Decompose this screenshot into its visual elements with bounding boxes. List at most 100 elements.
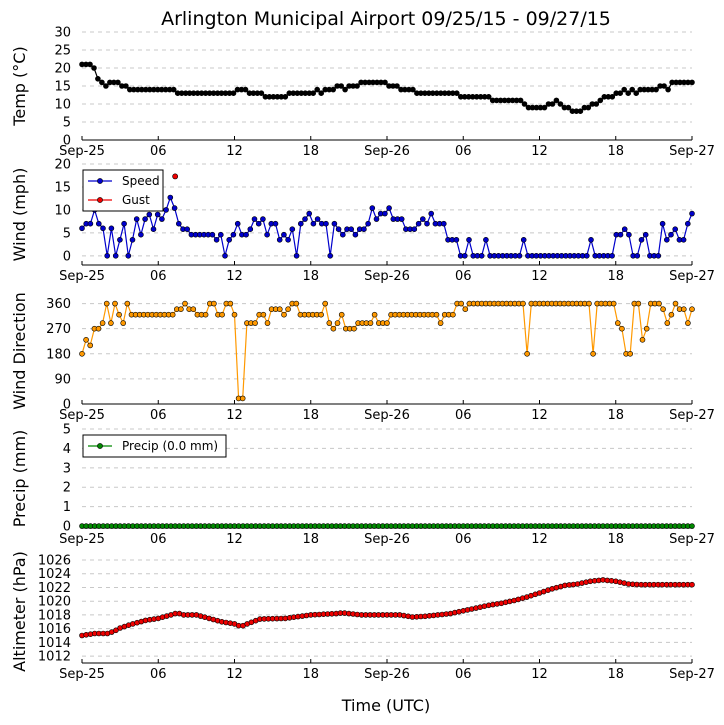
- data-point: [115, 79, 121, 86]
- data-point: [610, 300, 617, 307]
- data-point: [243, 231, 249, 238]
- data-point: [521, 101, 528, 107]
- y-tick-label: 5: [63, 226, 71, 241]
- data-point: [95, 325, 102, 332]
- data-point: [260, 311, 267, 318]
- data-point: [264, 320, 271, 326]
- data-point: [625, 90, 632, 96]
- data-point: [230, 90, 237, 96]
- x-tick-label: 18: [607, 667, 624, 682]
- x-tick-label: 18: [302, 408, 319, 423]
- data-point: [461, 253, 468, 259]
- y-tick-label: 0: [63, 520, 71, 535]
- data-point: [100, 225, 106, 232]
- data-point: [394, 83, 400, 89]
- data-point: [108, 225, 115, 232]
- legend-entry: Speed: [122, 174, 160, 188]
- x-tick-label: 06: [150, 532, 167, 547]
- data-point: [629, 86, 636, 93]
- data-point: [689, 523, 695, 529]
- data-point: [384, 320, 390, 326]
- panel-wind: 0 5 10 15 20 Sep-25 06 12 18 Sep-26 06 12 18 Sep-27 Wi…: [10, 158, 715, 285]
- data-point: [252, 320, 258, 326]
- data-point: [609, 253, 615, 259]
- x-tick-label: 18: [302, 269, 319, 284]
- y-tick-label: 1018: [38, 608, 71, 623]
- data-point: [634, 253, 641, 259]
- data-point: [516, 253, 523, 259]
- x-tick-label: Sep-26: [364, 144, 410, 159]
- legend-box: [82, 434, 227, 458]
- data-point: [302, 216, 308, 222]
- data-point: [171, 205, 178, 211]
- y-tick-label: 25: [54, 44, 71, 59]
- data-point: [614, 320, 621, 326]
- data-point: [524, 350, 530, 357]
- data-point: [411, 226, 418, 232]
- data-point: [485, 94, 492, 100]
- y-tick-label: 0: [63, 249, 71, 264]
- x-tick-label: 12: [226, 408, 243, 423]
- data-point: [182, 300, 188, 307]
- x-tick-label: 06: [455, 408, 472, 423]
- data-point: [169, 311, 176, 318]
- data-point: [590, 350, 596, 357]
- data-point: [354, 83, 360, 89]
- y-tick-label: 1: [63, 500, 71, 515]
- data-point: [619, 325, 625, 332]
- legend-marker: [97, 178, 103, 184]
- data-point: [167, 194, 174, 201]
- data-point: [258, 90, 265, 96]
- data-point: [348, 226, 355, 232]
- data-point: [577, 108, 584, 114]
- y-tick-label: 5: [63, 423, 71, 438]
- data-point: [593, 101, 600, 107]
- data-point: [338, 83, 345, 89]
- data-point: [331, 220, 338, 227]
- data-point: [87, 61, 93, 68]
- y-tick-label: 15: [54, 80, 71, 95]
- data-point: [643, 325, 650, 332]
- data-point: [231, 311, 238, 318]
- y-tick-label: 1026: [38, 554, 71, 569]
- data-point: [440, 220, 447, 227]
- data-point: [91, 65, 97, 71]
- data-point: [99, 320, 106, 326]
- data-point: [656, 300, 662, 307]
- data-point: [689, 306, 695, 313]
- data-point: [365, 220, 371, 227]
- data-point: [99, 79, 105, 86]
- data-point: [318, 311, 324, 318]
- data-point: [239, 395, 246, 402]
- data-point: [154, 211, 161, 218]
- data-point: [371, 311, 378, 318]
- chart-title: Arlington Municipal Airport 09/25/15 - 0…: [161, 8, 611, 30]
- x-tick-label: Sep-27: [669, 667, 715, 682]
- data-point: [103, 300, 110, 307]
- x-tick-label: Sep-27: [669, 408, 715, 423]
- data-point: [123, 83, 129, 89]
- data-point: [293, 253, 300, 259]
- x-tick-label: 12: [531, 667, 548, 682]
- x-tick-label: 12: [226, 667, 243, 682]
- legend-precip: Precip (0.0 mm): [82, 434, 227, 458]
- data-point: [184, 226, 190, 232]
- data-point: [108, 320, 114, 326]
- data-point: [293, 300, 300, 307]
- data-point: [326, 320, 333, 326]
- y-tick-label: 1020: [38, 595, 71, 610]
- data-point: [113, 627, 119, 634]
- data-point: [276, 306, 283, 313]
- data-point: [565, 104, 572, 111]
- x-tick-label: Sep-26: [364, 667, 410, 682]
- data-point: [218, 231, 224, 238]
- y-tick-label: 3: [63, 461, 71, 476]
- data-point: [541, 104, 548, 111]
- data-point: [617, 90, 624, 96]
- data-point: [334, 320, 341, 326]
- data-point: [553, 97, 560, 104]
- x-tick-label: Sep-25: [59, 532, 105, 547]
- data-point: [617, 231, 624, 238]
